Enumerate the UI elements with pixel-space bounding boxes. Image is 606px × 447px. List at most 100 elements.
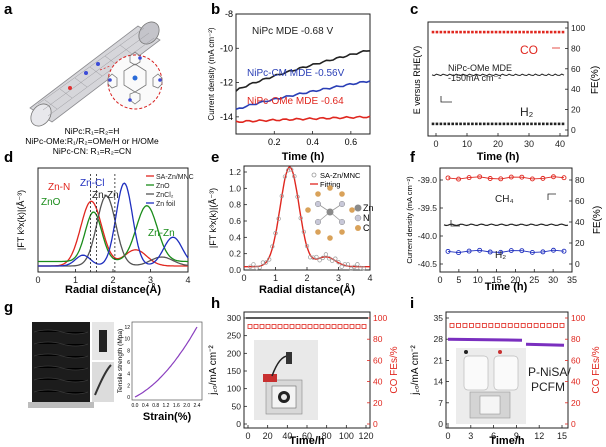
nanotube-illustration [29, 21, 161, 127]
point-h2-c [478, 122, 482, 126]
data-point-e [320, 255, 325, 261]
h-xtick-label: 120 [358, 431, 373, 441]
point-h2-c [518, 122, 521, 126]
label-co: CO [520, 43, 538, 57]
data-point-e [267, 257, 272, 262]
point-co-c [526, 30, 529, 34]
point-h2-c [459, 122, 462, 126]
legend-nipc-cm: NiPc-CM MDE -0.56V [247, 68, 345, 79]
e-xtick-label: 4 [367, 273, 372, 283]
plot-frame-e [243, 165, 371, 271]
point-co-c [514, 30, 518, 34]
d-xtick-label: 2 [110, 275, 115, 285]
e-ytick-label: 1.2 [229, 167, 241, 177]
panel-letter-a: a [4, 1, 13, 18]
fe-marker-h [307, 324, 313, 329]
series-group-e [244, 166, 370, 271]
label-ch4: CH₄ [495, 194, 514, 205]
point-h2-c [534, 122, 537, 126]
ytick-label-g: 6 [127, 360, 130, 366]
xtick-label-g: 2.4 [194, 403, 201, 409]
point-co-c [459, 30, 462, 34]
point-co-c [443, 30, 447, 34]
legend-label-e-1: SA-Zn/MNC [320, 171, 361, 180]
data-point-e [317, 258, 322, 263]
fe-marker-i [456, 323, 461, 328]
ytick-label-g: 0 [127, 395, 130, 401]
point-co-c [549, 30, 553, 34]
data-point-e [358, 265, 363, 271]
ylabel-h-right: CO FEs/% [389, 346, 400, 393]
fe-marker-i [494, 323, 500, 328]
xtick-label-g: 1.2 [163, 403, 170, 409]
point-co-c [534, 30, 537, 34]
data-point-e [345, 262, 351, 267]
fe-marker-i [481, 323, 487, 328]
f-ytick-label: -40.0 [418, 231, 438, 241]
tick-group-h: 0 20 40 60 80 100 1203002502001501005001008060… [227, 313, 388, 441]
point-co-c [478, 30, 482, 34]
h-ytick-label: 100 [227, 384, 241, 394]
e-ytick-label: 0.6 [229, 216, 241, 226]
legend-nipc-ome: NiPc-OMe MDE -0.64 [247, 96, 344, 107]
data-point-e [361, 266, 366, 271]
h-ytick-label: 50 [232, 401, 242, 411]
i-ytick-label: 14 [434, 377, 444, 387]
h-ytick-label: 0 [236, 419, 241, 429]
data-point-e [314, 254, 319, 260]
panel-f: f 0 5 10 15 20 25 30 35 -39.0 -39.5 -40.0 -40.5 80 60… [405, 149, 603, 293]
i-ytick-label: 21 [434, 355, 444, 365]
i-right-ytick-label: 0 [571, 419, 576, 429]
ylabel-c-left: E versus RHE(V) [412, 46, 422, 115]
series-line-f [447, 249, 565, 254]
data-point-e [251, 262, 256, 267]
xlabel-g: Strain(%) [143, 411, 192, 423]
f-xtick-label: 20 [510, 275, 520, 285]
i-xtick-label: 0 [445, 431, 450, 441]
fe-marker-i [559, 323, 565, 328]
ytick-label-g: 4 [127, 372, 130, 378]
point-co-c [506, 30, 510, 34]
f-right-ytick-label: 0 [575, 259, 580, 269]
data-point-e [348, 266, 354, 271]
data-point-e [260, 260, 266, 265]
panel-letter-b: b [211, 1, 220, 18]
fe-marker-i [469, 323, 474, 328]
label-catalyst-2: PCFM [531, 380, 565, 394]
xlabel-b: Time (h) [282, 151, 325, 163]
fe-marker-h [319, 324, 325, 329]
f-ytick-label: -40.5 [418, 259, 438, 269]
fe-marker-h [331, 324, 337, 329]
panel-letter-e: e [211, 149, 219, 166]
h-ytick-label: 250 [227, 331, 241, 341]
point-h2-c [502, 122, 506, 126]
coordination-structure: Zn N C [305, 185, 374, 241]
i-ytick-label: 0 [438, 419, 443, 429]
legend-label-e-2: Fitting [320, 180, 340, 189]
fe-marker-h [361, 324, 367, 329]
ylabel-f-right: FE(%) [592, 206, 603, 234]
cell-array-photo [456, 348, 526, 424]
xtick-label-b: 0.4 [306, 137, 319, 147]
fe-marker-h [265, 324, 271, 329]
point-co-c [542, 30, 545, 34]
series-line-d-3 [38, 182, 189, 267]
fe-marker-h [295, 324, 301, 329]
xtick-label-g: 0.0 [132, 403, 139, 409]
arrow-right-f [547, 193, 556, 200]
f-right-ytick-label: 60 [575, 196, 585, 206]
fe-marker-i [449, 323, 455, 328]
d-xtick-label: 3 [148, 275, 153, 285]
phthalocyanine-inset [99, 51, 163, 110]
h-right-ytick-label: 100 [373, 313, 387, 323]
ylabel-b: Current density (mA cm⁻²) [207, 27, 216, 120]
panel-g: g 0.0 0.4 0.8 1.2 1.6 2.0 2.4 0 2 4 6 8 10 12 Strain(… [4, 299, 203, 423]
f-xtick-label: 5 [456, 275, 461, 285]
legend-nipc: NiPc MDE -0.68 V [252, 26, 333, 37]
point-h2-c [486, 122, 490, 126]
series-line-g [134, 326, 198, 398]
atom-key-c [355, 225, 361, 231]
fe-marker-i [462, 323, 468, 328]
panel-letter-h: h [211, 295, 220, 312]
point-co-c [486, 30, 490, 34]
